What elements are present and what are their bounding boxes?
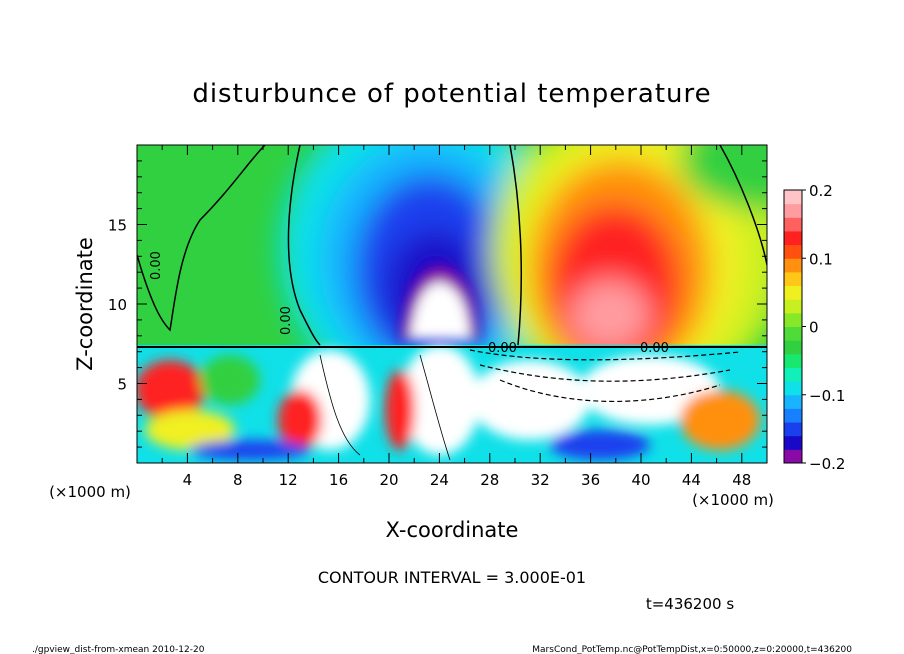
colorbar-swatch	[784, 258, 802, 273]
x-tick-label: 16	[329, 471, 348, 489]
chart-title: disturbunce of potential temperature	[192, 79, 711, 109]
shaded-field	[137, 145, 767, 463]
zero-contour-edge	[719, 145, 767, 266]
zero-contour-mid	[287, 145, 321, 346]
x-tick-label: 20	[379, 471, 398, 489]
colorbar-swatch	[784, 408, 802, 423]
dashed-contour-2	[479, 364, 731, 382]
colorbar-swatch	[784, 340, 802, 355]
time-label: t=436200 s	[646, 595, 734, 613]
colorbar-swatch	[784, 435, 802, 450]
x-tick-label: 48	[732, 471, 751, 489]
colorbar-tick-label: 0.1	[809, 250, 833, 268]
colorbar-swatch	[784, 217, 802, 232]
x-tick-label: 12	[279, 471, 298, 489]
colorbar-swatch	[784, 326, 802, 341]
bl-blob-3	[145, 410, 235, 450]
bl-blob-2	[200, 355, 260, 405]
zero-contour-right	[509, 145, 523, 346]
thin-contour-1	[319, 354, 361, 456]
bl-blob-12	[190, 440, 310, 460]
colorbar	[784, 190, 802, 464]
x-unit-label: (×1000 m)	[692, 491, 774, 509]
x-tick-label: 40	[631, 471, 650, 489]
thin-contour-2	[419, 354, 451, 461]
bl-blob-5	[278, 390, 322, 450]
colorbar-swatch	[784, 299, 802, 314]
colorbar-swatch	[784, 271, 802, 287]
x-tick-label: 36	[581, 471, 600, 489]
colorbar-swatch	[784, 203, 802, 218]
bl-blob-8	[470, 360, 590, 440]
contour-label-2: 0.00	[279, 306, 294, 335]
colorbar-swatch	[784, 312, 802, 327]
footer-left: ./gpview_dist-from-xmean 2010-12-20	[32, 645, 205, 654]
colorbar-swatch	[784, 422, 802, 437]
contour-label-3: 0.00	[488, 341, 517, 356]
colorbar-swatch	[784, 230, 802, 246]
colorbar-swatch	[784, 394, 802, 409]
colorbar-ticks: 0.2 0.1 0 −0.1 −0.2	[802, 182, 845, 473]
contour-label-4: 0.00	[640, 341, 669, 356]
top-right-green	[680, 145, 767, 210]
x-tick-label: 24	[430, 471, 449, 489]
colorbar-tick-label: 0.2	[809, 182, 833, 200]
z-unit-label: (×1000 m)	[49, 483, 131, 501]
colorbar-swatch	[784, 285, 802, 300]
colorbar-swatch	[784, 381, 802, 396]
footer-right: MarsCond_PotTemp.nc@PotTempDist,x=0:5000…	[532, 645, 852, 654]
zero-contour-left	[137, 145, 266, 332]
colorbar-swatch	[784, 190, 802, 205]
contour-interval: CONTOUR INTERVAL = 3.000E-01	[318, 568, 586, 587]
y-tick-label: 5	[117, 376, 127, 394]
colorbar-swatch	[784, 353, 802, 368]
cool-core-white	[410, 282, 470, 340]
warm-anomaly-pink	[570, 280, 650, 350]
x-tick-label: 8	[233, 471, 243, 489]
colorbar-swatch	[784, 244, 802, 259]
bl-blob-11	[550, 430, 650, 460]
y-axis-ticks: 5 10 15	[108, 160, 767, 448]
y-axis-label: Z-coordinate	[73, 237, 97, 371]
x-tick-label: 4	[183, 471, 193, 489]
y-tick-label: 10	[108, 296, 127, 314]
colorbar-tick-label: 0	[809, 319, 819, 337]
x-axis-label: X-coordinate	[386, 518, 519, 542]
dashed-contour-3	[499, 379, 721, 403]
y-tick-label: 15	[108, 217, 127, 235]
bl-blob-1	[137, 360, 205, 420]
contour-label-1: 0.00	[149, 251, 164, 280]
contour-labels: 0.00 0.00 0.00 0.00	[149, 251, 669, 356]
x-axis-ticks: 4 8 12 16 20 24 28 32 36 40 44 48	[161, 145, 751, 489]
dashed-contour-1	[469, 349, 741, 361]
colorbar-tick-label: −0.1	[809, 387, 845, 405]
x-tick-label: 44	[682, 471, 701, 489]
bl-blob-10	[680, 390, 760, 450]
colorbar-swatch	[784, 367, 802, 382]
x-tick-label: 32	[531, 471, 550, 489]
bl-blob-7	[385, 370, 415, 450]
bl-blob-6	[400, 345, 480, 455]
colorbar-swatch	[784, 449, 802, 464]
colorbar-tick-label: −0.2	[809, 455, 845, 473]
x-tick-label: 28	[480, 471, 499, 489]
